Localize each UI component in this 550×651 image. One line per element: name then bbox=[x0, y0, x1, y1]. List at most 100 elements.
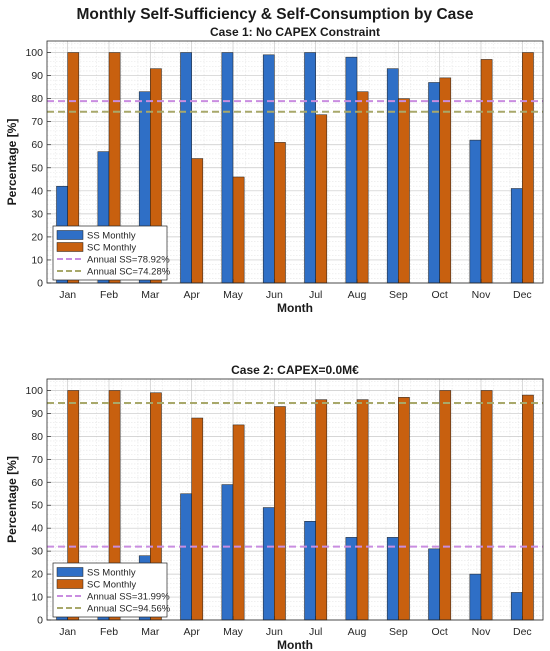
legend-label: Annual SC=74.28% bbox=[87, 267, 171, 278]
bar-sc-aug bbox=[356, 399, 369, 621]
y-tick-label: 50 bbox=[31, 500, 43, 512]
bar-ss-jun bbox=[262, 507, 275, 621]
axes-box bbox=[46, 40, 544, 284]
bar-sc-apr bbox=[191, 417, 204, 621]
x-tick-label: Aug bbox=[348, 626, 367, 638]
x-tick-label: Feb bbox=[100, 289, 118, 301]
y-tick-label: 20 bbox=[31, 569, 43, 581]
x-tick-label: Dec bbox=[513, 626, 532, 638]
y-tick-label: 90 bbox=[31, 408, 43, 420]
y-tick-label: 0 bbox=[37, 615, 43, 627]
bar-ss-aug bbox=[345, 56, 358, 284]
bar-sc-dec bbox=[522, 394, 534, 621]
x-tick-label: Jun bbox=[266, 289, 283, 301]
bar-sc-dec bbox=[522, 52, 534, 284]
y-tick-label: 100 bbox=[25, 385, 43, 397]
bar-ss-sep bbox=[386, 537, 399, 621]
legend-swatch bbox=[56, 242, 84, 252]
legend-label: SC Monthly bbox=[87, 580, 136, 591]
x-tick-label: Mar bbox=[141, 289, 160, 301]
legend-label: Annual SS=78.92% bbox=[87, 255, 170, 266]
y-tick-label: 90 bbox=[31, 70, 43, 82]
y-tick-label: 40 bbox=[31, 185, 43, 197]
y-tick-label: 50 bbox=[31, 162, 43, 174]
x-tick-label: Oct bbox=[431, 626, 447, 638]
x-tick-label: Oct bbox=[431, 289, 447, 301]
bar-sc-nov bbox=[480, 59, 493, 284]
y-tick-label: 70 bbox=[31, 454, 43, 466]
x-tick-label: Sep bbox=[389, 289, 408, 301]
figure-title: Monthly Self-Sufficiency & Self-Consumpt… bbox=[76, 6, 473, 23]
y-tick-label: 0 bbox=[37, 278, 43, 290]
bar-ss-apr bbox=[180, 52, 192, 284]
x-tick-label: Nov bbox=[472, 626, 491, 638]
y-tick-label: 100 bbox=[25, 47, 43, 59]
y-tick-label: 10 bbox=[31, 592, 43, 604]
y-tick-label: 60 bbox=[31, 139, 43, 151]
chart-case-2: 0 10 20 30 40 50 60 70 80 90 100 Jan Feb Mar Apr May Jun… bbox=[5, 363, 544, 651]
chart-title: Case 1: No CAPEX Constraint bbox=[210, 25, 380, 39]
y-axis-label: Percentage [%] bbox=[5, 119, 19, 206]
x-tick-label: May bbox=[223, 626, 244, 638]
x-tick-label: Dec bbox=[513, 289, 532, 301]
y-tick-label: 80 bbox=[31, 93, 43, 105]
bar-sc-aug bbox=[356, 91, 369, 284]
axes-box bbox=[46, 378, 544, 621]
bar-sc-jul bbox=[315, 114, 328, 284]
x-tick-label: Apr bbox=[183, 626, 200, 638]
legend-swatch bbox=[56, 579, 84, 589]
y-tick-label: 20 bbox=[31, 231, 43, 243]
bar-ss-may bbox=[221, 52, 234, 284]
y-tick-label: 30 bbox=[31, 546, 43, 558]
bar-sc-jul bbox=[315, 399, 328, 621]
bar-sc-sep bbox=[398, 98, 410, 284]
bar-ss-oct bbox=[428, 548, 440, 621]
bar-ss-dec bbox=[510, 188, 523, 284]
x-tick-label: Jul bbox=[309, 626, 322, 638]
bar-ss-jun bbox=[262, 54, 275, 284]
x-axis-label: Month bbox=[277, 638, 313, 651]
bar-ss-jul bbox=[304, 52, 316, 284]
chart-case-1: 0 10 20 30 40 50 60 70 80 90 100 Jan Feb Mar Apr May Jun… bbox=[5, 25, 544, 315]
bar-ss-may bbox=[221, 484, 234, 621]
x-tick-label: Mar bbox=[141, 626, 160, 638]
bar-ss-aug bbox=[345, 537, 358, 621]
x-axis-label: Month bbox=[277, 301, 313, 315]
x-tick-label: Feb bbox=[100, 626, 118, 638]
legend-label: Annual SC=94.56% bbox=[87, 604, 171, 615]
x-tick-label: Nov bbox=[472, 289, 491, 301]
x-tick-label: Aug bbox=[348, 289, 367, 301]
x-tick-label: May bbox=[223, 289, 244, 301]
y-axis-label: Percentage [%] bbox=[5, 456, 19, 543]
y-tick-label: 60 bbox=[31, 477, 43, 489]
y-tick-label: 10 bbox=[31, 254, 43, 266]
bar-sc-sep bbox=[398, 397, 410, 621]
x-tick-label: Jul bbox=[309, 289, 322, 301]
bar-sc-may bbox=[232, 176, 245, 284]
x-tick-label: Sep bbox=[389, 626, 408, 638]
bar-sc-oct bbox=[439, 390, 452, 621]
legend-swatch bbox=[56, 567, 84, 577]
bar-sc-oct bbox=[439, 77, 452, 284]
bar-sc-may bbox=[232, 424, 245, 621]
chart-title: Case 2: CAPEX=0.0M€ bbox=[231, 363, 359, 377]
bar-ss-nov bbox=[469, 139, 482, 284]
legend-label: SS Monthly bbox=[87, 568, 136, 579]
bar-sc-jun bbox=[274, 142, 286, 284]
legend-label: Annual SS=31.99% bbox=[87, 592, 170, 603]
legend-label: SC Monthly bbox=[87, 243, 136, 254]
y-tick-label: 30 bbox=[31, 208, 43, 220]
y-tick-label: 40 bbox=[31, 523, 43, 535]
bar-ss-jul bbox=[304, 521, 316, 621]
x-tick-label: Jun bbox=[266, 626, 283, 638]
bar-ss-dec bbox=[510, 592, 523, 621]
x-tick-label: Jan bbox=[59, 626, 76, 638]
legend-swatch bbox=[56, 230, 84, 240]
bar-ss-apr bbox=[180, 493, 192, 621]
x-tick-label: Apr bbox=[183, 289, 200, 301]
bar-ss-nov bbox=[469, 573, 482, 621]
x-tick-label: Jan bbox=[59, 289, 76, 301]
y-tick-label: 80 bbox=[31, 431, 43, 443]
